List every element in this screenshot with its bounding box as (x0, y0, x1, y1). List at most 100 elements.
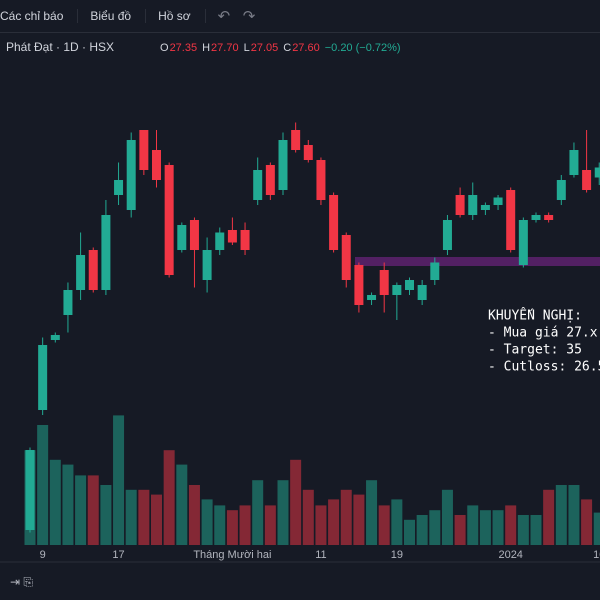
x-tick-label: 17 (112, 549, 124, 561)
zone (355, 257, 600, 266)
candle-body (88, 250, 98, 290)
candle-body (227, 230, 237, 243)
volume-bar (138, 489, 150, 545)
x-tick-label: Tháng Mười hai (193, 549, 271, 561)
volume-bar (467, 505, 479, 545)
candle-body (594, 167, 600, 178)
annotation: KHUYẾN NGHỊ: (488, 308, 582, 324)
volume-bar (113, 415, 125, 545)
symbol-title: Phát Đạt · 1D · HSX (6, 40, 114, 54)
volume-bar (479, 510, 491, 545)
volume-bar (568, 485, 580, 545)
candle-body (341, 235, 351, 280)
volume-bar (429, 510, 441, 545)
candle-body (50, 335, 60, 340)
x-tick-label: 19 (391, 549, 403, 561)
volume-bar (226, 510, 238, 545)
candle-body (455, 195, 465, 215)
candle-body (240, 230, 250, 250)
candle-body (379, 270, 389, 295)
candle-body (468, 195, 478, 215)
candle-body (329, 195, 339, 250)
candle-body (582, 170, 592, 190)
volume-bar (62, 464, 74, 545)
candle-body (569, 150, 579, 175)
candle-body (126, 140, 136, 210)
candle-body (202, 250, 212, 280)
volume-bar (188, 485, 200, 545)
candle-body (139, 130, 149, 170)
annotation: - Cutloss: 26.5 (488, 360, 600, 375)
volume-bar (340, 489, 352, 545)
volume-bar (201, 499, 213, 545)
toolbar: Các chỉ báo Biểu đồ Hồ sơ ↶ ↷ (0, 0, 600, 33)
x-tick-label: 11 (315, 549, 326, 561)
candle-body (518, 220, 528, 265)
volume-bar (49, 459, 61, 545)
menu[interactable]: Biểu đồ (90, 9, 147, 23)
volume-bar (163, 450, 175, 545)
volume-bar (454, 515, 466, 545)
volume-bar (441, 489, 453, 545)
volume-bar (492, 510, 504, 545)
volume-bar (505, 505, 517, 545)
volume-bar (277, 480, 289, 545)
volume-bar (328, 499, 340, 545)
candle-body (278, 140, 288, 190)
volume-bar (378, 505, 390, 545)
icon[interactable]: ⇥ ⎘ (10, 575, 33, 589)
ohlc-key: C (283, 42, 291, 54)
volume-bar (315, 505, 327, 545)
ohlc-value: 27.60 (292, 42, 320, 54)
ohlc-key: O (160, 42, 169, 54)
x-tick-label: 9 (40, 549, 46, 561)
candle-body (101, 215, 111, 290)
candle-body (442, 220, 452, 250)
volume-bar (176, 464, 188, 545)
ohlc-value: 27.70 (211, 42, 239, 54)
candle-body (303, 145, 313, 160)
volume-bar (366, 480, 378, 545)
ohlc-key: H (202, 42, 210, 54)
candle-body (114, 180, 124, 195)
volume-bar (302, 489, 314, 545)
volume-bar (404, 519, 415, 545)
candle-body (417, 285, 427, 300)
candle-body (556, 180, 566, 200)
volume-bar (353, 494, 365, 545)
volume-bar (87, 475, 99, 545)
volume-bar (530, 515, 542, 545)
candle-body (506, 190, 516, 250)
candle-body (430, 262, 440, 280)
volume-bar (264, 505, 276, 545)
candle-body (25, 450, 35, 530)
x-tick-label: 2024 (498, 549, 522, 561)
menu[interactable]: Hồ sơ (158, 9, 206, 23)
menu[interactable]: Các chỉ báo (0, 9, 79, 23)
volume-bar (151, 494, 162, 545)
candle-body (177, 225, 187, 250)
volume-bar (214, 505, 226, 545)
volume-bar (37, 425, 49, 545)
volume-bar (239, 505, 251, 545)
volume-bar (517, 515, 529, 545)
candle-body (63, 290, 73, 315)
volume-bar (100, 485, 112, 545)
candle-body (354, 265, 364, 305)
candle-body (215, 232, 225, 250)
annotation: - Mua giá 27.x (488, 326, 598, 341)
ohlc-key: L (244, 42, 250, 54)
undo-icon[interactable]: ↶ ↷ (217, 8, 256, 25)
volume-bar (252, 480, 264, 545)
volume-bar (555, 485, 567, 545)
candle-body (189, 220, 199, 250)
volume-bar (416, 515, 428, 545)
candle-body (76, 255, 86, 290)
candle-body (544, 215, 554, 220)
candle-body (480, 205, 490, 210)
candle-body (316, 160, 326, 200)
volume-bar (593, 512, 600, 545)
annotation: - Target: 35 (488, 343, 582, 358)
candle-body (367, 295, 377, 300)
